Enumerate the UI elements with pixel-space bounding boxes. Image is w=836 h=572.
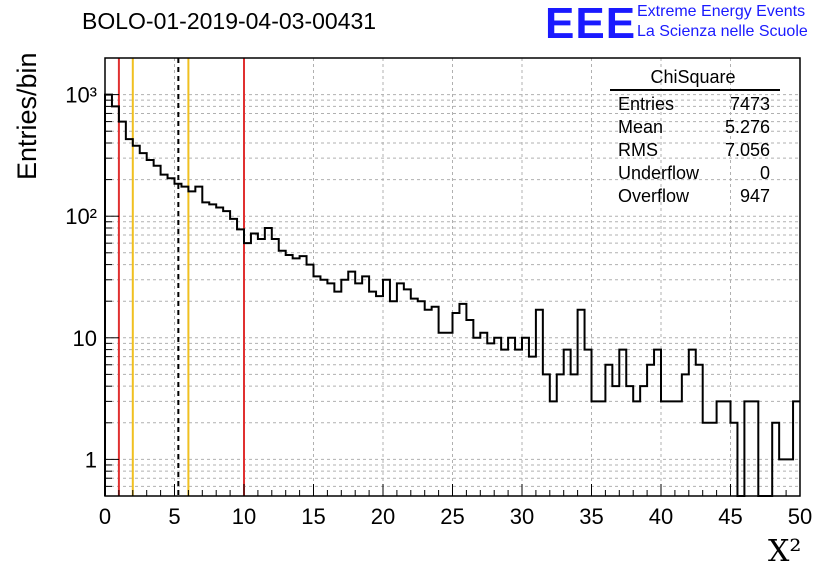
stats-label: RMS (618, 140, 658, 160)
grid-lines (105, 58, 800, 496)
stats-row: Overflow 947 (610, 185, 780, 208)
stats-title: ChiSquare (610, 66, 780, 91)
eee-logo-line2: La Scienza nelle Scuole (637, 23, 808, 40)
y-tick-label: 10 (73, 326, 97, 351)
y-tick-label: 10² (65, 204, 97, 229)
stats-label: Mean (618, 117, 664, 137)
x-tick-label: 30 (510, 504, 534, 529)
stats-value: 0 (759, 163, 770, 183)
x-tick-label: 15 (301, 504, 325, 529)
x-tick-label: 45 (718, 504, 742, 529)
tick-labels: 0 5 10 15 20 25 30 35 40 45 50 1 10 10² 10³ (65, 83, 812, 529)
x-tick-label: 25 (440, 504, 464, 529)
y-tick-label: 10³ (65, 83, 97, 108)
x-axis-label: X² (768, 534, 802, 569)
stats-row: Entries 7473 (610, 93, 780, 116)
x-tick-label: 50 (788, 504, 812, 529)
y-axis-label: Entries/bin (12, 52, 42, 180)
stats-label: Entries (618, 94, 675, 114)
histogram-line (104, 93, 800, 497)
x-tick-label: 40 (649, 504, 673, 529)
x-tick-label: 20 (371, 504, 395, 529)
stats-value: 947 (739, 186, 770, 206)
axes (104, 57, 801, 497)
eee-logo-line1: Extreme Energy Events (637, 3, 806, 20)
eee-logo-text: Extreme Energy Events La Scienza nelle S… (637, 2, 808, 42)
x-tick-label: 10 (232, 504, 256, 529)
stats-row: Underflow 0 (610, 162, 780, 185)
x-tick-label: 0 (99, 504, 111, 529)
histogram-series (104, 93, 800, 497)
run-title: BOLO-01-2019-04-03-00431 (82, 8, 377, 34)
reference-lines (117, 58, 245, 496)
x-tick-label: 35 (579, 504, 603, 529)
stats-row: RMS 7.056 (610, 139, 780, 162)
stats-value: 5.276 (724, 117, 770, 137)
stats-label: Overflow (618, 186, 690, 206)
stats-box: ChiSquare Entries 7473 Mean 5.276 RMS 7.056… (610, 66, 780, 208)
stats-value: 7.056 (724, 140, 770, 160)
stats-row: Mean 5.276 (610, 116, 780, 139)
y-tick-label: 1 (85, 447, 97, 472)
eee-logo: EEE (545, 0, 637, 48)
stats-label: Underflow (618, 163, 700, 183)
x-tick-label: 5 (168, 504, 180, 529)
stats-value: 7473 (729, 94, 770, 114)
